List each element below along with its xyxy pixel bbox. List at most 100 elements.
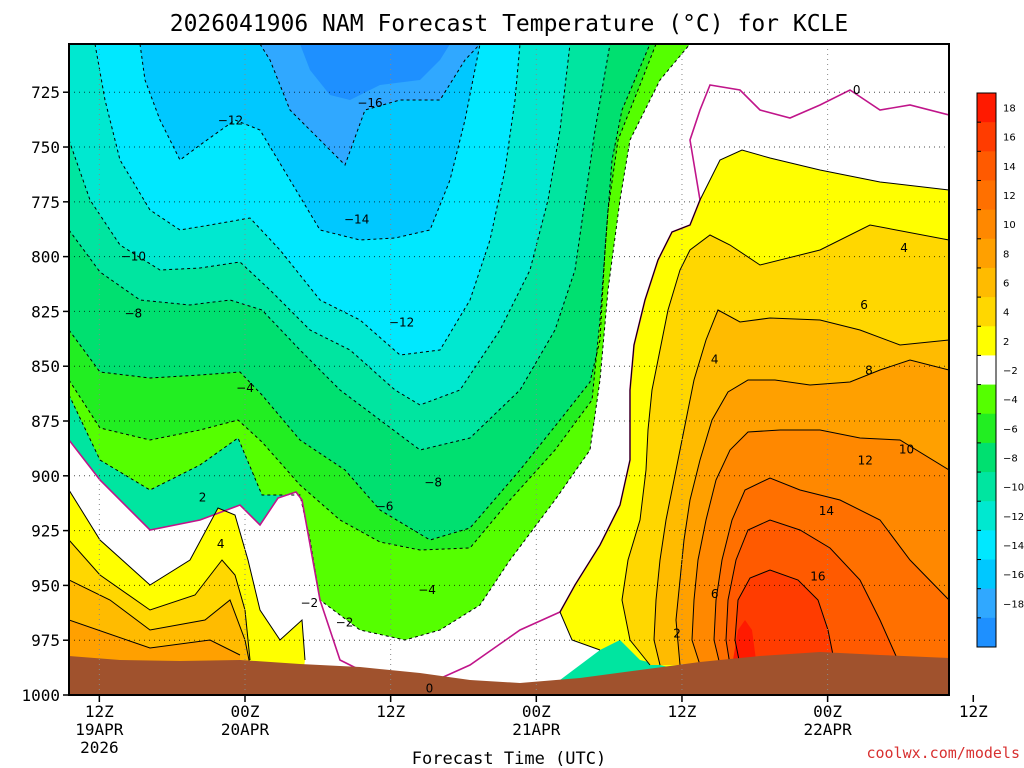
colorbar-label: 18 [1003,104,1016,115]
contour-2 [69,149,949,661]
negative-contours [69,44,691,641]
chart-title: 2026041906 NAM Forecast Temperature (°C)… [170,11,849,37]
x-tick-label: 12Z [85,702,114,721]
contour-label: 6 [711,587,719,601]
contour-label: 14 [819,504,834,518]
colorbar-swatch [977,355,996,386]
x-tick-label: 12Z [668,702,697,721]
contour-label: −2 [300,596,318,610]
contour-16 [734,569,836,666]
y-tick-label: 725 [31,83,60,102]
colorbar-label: 12 [1003,191,1016,202]
colorbar-label: −4 [1003,395,1018,406]
contour-12 [713,477,949,666]
y-tick-label: 850 [31,357,60,376]
colorbar-label: 16 [1003,133,1016,144]
contour-label: 10 [899,443,914,457]
colorbar-label: −16 [1003,570,1024,581]
y-tick-label: 750 [31,138,60,157]
colorbar-label: −14 [1003,541,1024,552]
band-minus-6-to-minus-4 [69,44,656,550]
x-tick-label: 22APR [804,720,853,739]
contour-minus-12 [94,44,521,356]
x-tick-label: 2026 [80,738,119,757]
temperature-field: −16 −14 −12 −12 −10 −8 −8 −6 −4 −4 −2 −2 0 0 2 2 4 4 4 6 6 8 1… [69,44,949,695]
colorbar-label: 2 [1003,337,1009,348]
x-tick-label: 12Z [376,702,405,721]
contour-label: 8 [865,364,873,378]
y-tick-label: 875 [31,412,60,431]
contour-label: 4 [900,241,908,255]
colorbar-swatch [977,122,996,152]
y-tick-label: 925 [31,522,60,541]
contour-minus-8 [69,44,611,451]
contour-label: −14 [344,212,369,226]
contour-10 [691,429,949,666]
colorbar-swatch [977,588,996,619]
contour-minus-4 [69,44,657,551]
colorbar-swatch [977,180,996,211]
x-tick-label: 21APR [512,720,561,739]
contour-label: −8 [424,475,442,489]
colorbar-swatch [977,297,996,327]
colorbar-swatch [977,559,996,590]
contour-label: −6 [376,499,394,513]
x-tick-label: 00Z [522,702,551,721]
contour-label: 4 [711,353,719,367]
colorbar-frame [976,92,997,648]
x-tick-label: 00Z [813,702,842,721]
colorbar-swatch [977,238,996,269]
contour-label: −8 [124,307,142,321]
contour-label: −12 [218,114,243,128]
grid [69,44,949,695]
contour-labels: −16 −14 −12 −12 −10 −8 −8 −6 −4 −4 −2 −2 0 0 2 2 4 4 4 6 6 8 1… [121,83,914,695]
x-tick-label: 00Z [231,702,260,721]
contour-minus-14 [139,44,481,241]
band-16-to-18 [735,570,835,665]
colorbar-label: 8 [1003,249,1009,260]
colorbar-label: −6 [1003,424,1018,435]
contour-8 [69,359,949,666]
contour-label: 0 [853,83,861,97]
contour-label: 2 [673,627,681,641]
terrain [69,652,949,695]
contour-label: 0 [426,681,434,695]
colorbar-swatch [977,151,996,181]
plot-frame [68,43,950,696]
band-minus-2-to-2 [69,44,949,695]
colorbar-label: 4 [1003,308,1009,319]
colorbar: 18 16 14 12 10 8 6 4 2 −2 −4 −6 −8 −10 −12 −14 −16 −18 [976,92,1024,648]
contour-label: −10 [121,250,146,264]
x-tick-label: 19APR [75,720,124,739]
contour-minus-6 [69,44,651,541]
colorbar-label: 10 [1003,220,1016,231]
credit-link[interactable]: coolwx.com/models [866,744,1020,762]
contour-14 [725,519,901,666]
colorbar-swatch [977,442,996,473]
x-axis-label: Forecast Time (UTC) [412,749,606,768]
colorbar-swatch [977,530,996,561]
contour-label: −2 [336,616,354,630]
y-tick-label: 900 [31,467,60,486]
band-minus-4-to-minus-2 [69,44,690,640]
contour-minus-2 [69,44,691,641]
y-tick-label: 775 [31,193,60,212]
colorbar-swatch [977,326,996,356]
y-tick-label: 800 [31,248,60,267]
y-tick-label: 975 [31,631,60,650]
contour-label: 16 [810,570,825,584]
colorbar-swatch [977,617,996,648]
colorbar-label: −12 [1003,512,1024,523]
colorbar-swatch [977,93,996,123]
colorbar-label: −8 [1003,453,1018,464]
colorbar-label: −10 [1003,483,1024,494]
colorbar-swatch [977,384,996,415]
contour-label: −4 [418,583,436,597]
y-axis: 725 750 775 800 825 850 875 900 925 950 975 1000 [21,83,69,705]
colorbar-swatch [977,209,996,240]
positive-contours [69,149,949,666]
colorbar-swatch [977,413,996,444]
x-tick-label: 12Z [959,702,988,721]
contour-label: 12 [858,453,873,467]
